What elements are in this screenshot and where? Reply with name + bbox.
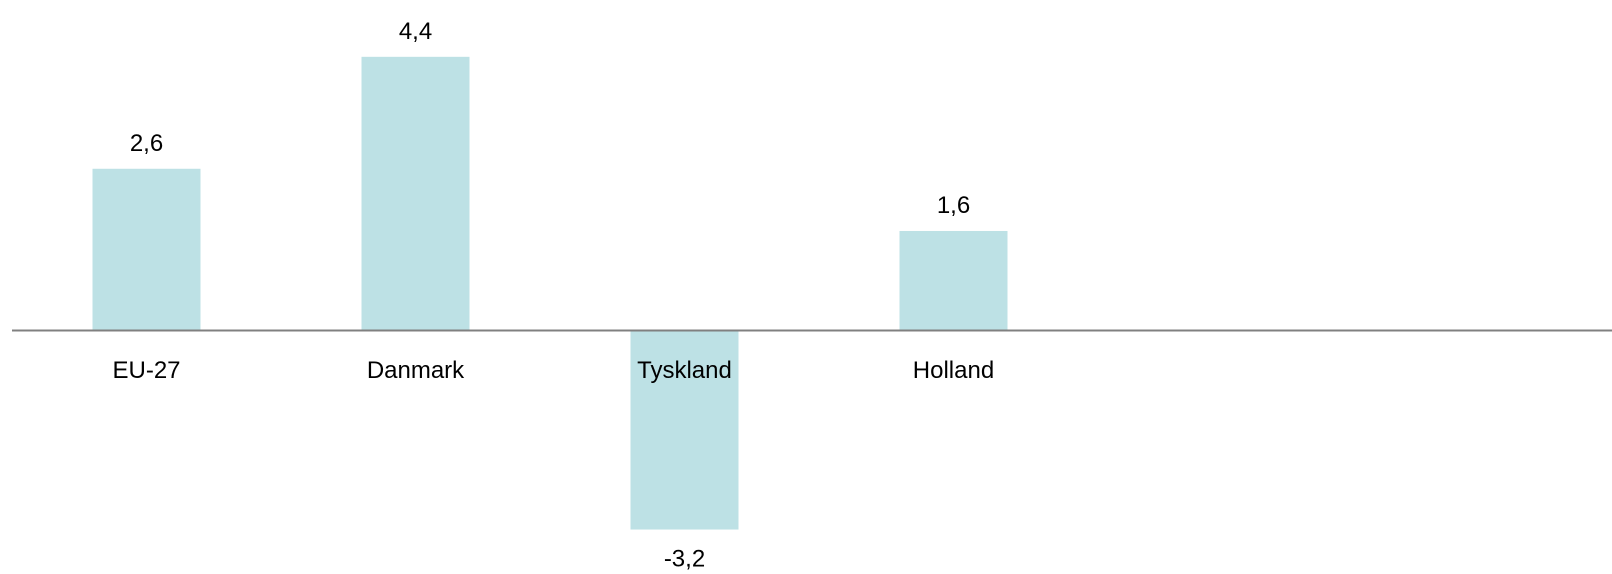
data-label: 2,6 (130, 130, 163, 157)
bar-danmark (361, 56, 470, 331)
bar-holland (899, 230, 1008, 331)
bars-group (92, 56, 1008, 530)
category-labels-group: EU-27 Danmark Tyskland Holland (112, 357, 994, 384)
category-label: Danmark (367, 357, 465, 384)
bar-tyskland (630, 330, 739, 530)
data-label: -3,2 (664, 546, 705, 573)
value-labels-group: 2,6 4,4 -3,2 1,6 (130, 18, 970, 573)
bar-eu-27 (92, 168, 201, 331)
data-label: 1,6 (937, 192, 970, 219)
data-label: 4,4 (399, 18, 432, 45)
category-label: Tyskland (637, 357, 732, 384)
category-label: EU-27 (112, 357, 180, 384)
category-label: Holland (913, 357, 994, 384)
